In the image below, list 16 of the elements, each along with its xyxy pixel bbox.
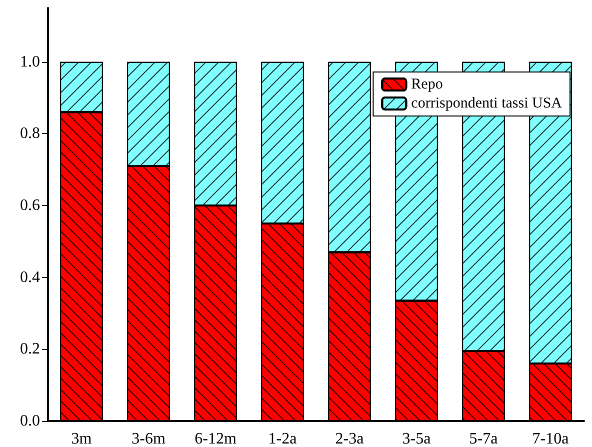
x-tick-label: 2-3a (335, 430, 364, 447)
y-tick-label: 1.0 (20, 53, 40, 70)
x-tick-label: 6-12m (194, 430, 237, 447)
legend-label: corrispondenti tassi USA (411, 96, 562, 112)
x-tick-label: 3m (71, 430, 92, 447)
y-tick-label: 0.2 (20, 340, 40, 358)
x-tick-label: 3-5a (402, 430, 431, 447)
y-tick-label: 0.8 (20, 125, 40, 142)
x-tick-label: 3-6m (132, 430, 166, 447)
y-tick-label: 0.4 (20, 268, 40, 286)
y-tick-label: 0.0 (20, 412, 40, 430)
x-tick-label: 1-2a (268, 430, 297, 447)
y-tick-label: 0.6 (20, 197, 40, 214)
legend-label: Repo (411, 76, 443, 92)
x-tick-label: 7-10a (532, 430, 569, 447)
x-tick-label: 5-7a (469, 430, 498, 447)
